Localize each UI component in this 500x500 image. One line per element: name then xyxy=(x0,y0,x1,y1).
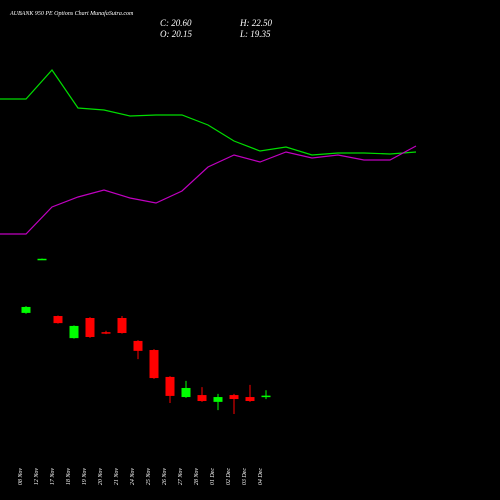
candle-body xyxy=(213,397,223,402)
x-tick-label: 04 Dec xyxy=(257,468,264,485)
x-tick-label: 28 Nov xyxy=(194,468,200,486)
candle-body xyxy=(85,318,95,337)
x-tick-label: 25 Nov xyxy=(146,468,152,486)
indicator-line xyxy=(0,69,417,156)
x-tick-label: 08 Nov xyxy=(18,468,24,486)
candle-body xyxy=(165,376,175,396)
candle-body xyxy=(69,325,79,339)
x-tick-label: 26 Nov xyxy=(162,468,168,486)
high-label: H: 22.50 xyxy=(239,18,272,28)
chart-title: AUBANK 950 PE Options Chart MunafaSutra.… xyxy=(9,10,134,17)
x-tick-label: 18 Nov xyxy=(66,468,72,486)
candle-body xyxy=(197,395,207,402)
candle-body xyxy=(245,397,255,402)
candle-body xyxy=(21,306,31,313)
candle-body xyxy=(133,340,143,351)
indicator-line xyxy=(0,145,417,235)
x-tick-label: 17 Nov xyxy=(50,468,56,486)
low-label: L: 19.35 xyxy=(239,29,271,39)
x-tick-label: 24 Nov xyxy=(129,468,136,486)
x-tick-label: 01 Dec xyxy=(210,468,216,485)
candle-body xyxy=(229,395,239,400)
candle-body xyxy=(149,350,159,379)
candle-body xyxy=(181,387,191,398)
x-tick-label: 21 Nov xyxy=(114,468,120,486)
x-tick-label: 27 Nov xyxy=(178,468,184,486)
x-tick-label: 20 Nov xyxy=(98,468,104,486)
candle-body xyxy=(37,258,47,261)
candle-body xyxy=(261,395,271,398)
x-tick-label: 03 Dec xyxy=(242,468,248,485)
open-label: O: 20.15 xyxy=(160,29,192,39)
candle-body xyxy=(117,318,127,334)
candle-body xyxy=(53,316,63,324)
x-tick-label: 19 Nov xyxy=(82,468,88,486)
close-label: C: 20.60 xyxy=(160,18,192,28)
x-tick-label: 02 Dec xyxy=(226,468,232,485)
candle-body xyxy=(101,332,111,334)
x-tick-label: 12 Nov xyxy=(34,468,40,486)
